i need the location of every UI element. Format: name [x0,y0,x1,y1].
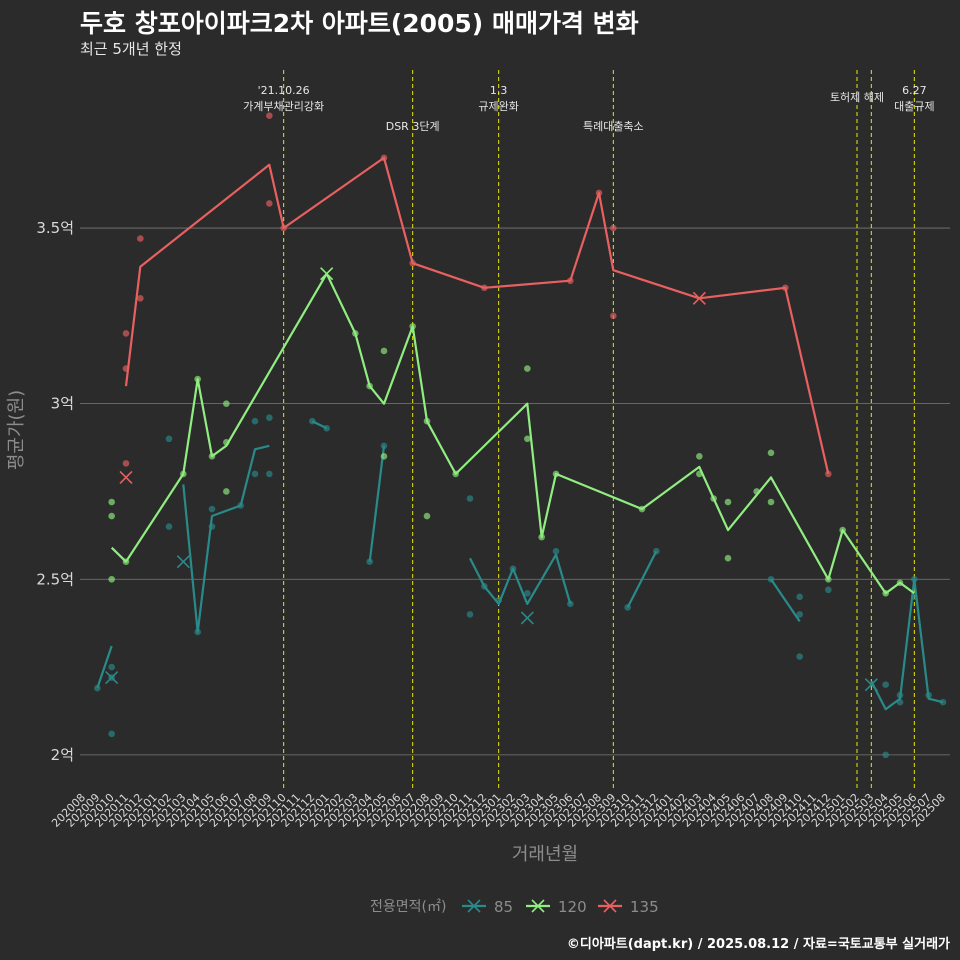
data-point-85 [266,470,273,478]
legend-key-marker-120 [531,899,545,913]
data-point-120 [524,435,531,443]
data-point-135 [122,330,130,337]
data-point-135 [137,294,144,302]
y-axis-label: 평균가(원) [6,390,27,470]
x-marker-120-stroke [320,267,334,281]
data-point-85 [108,730,115,738]
data-point-85 [796,611,803,618]
series-line-120 [110,272,915,595]
data-point-85 [524,590,531,597]
x-marker-135-stroke [119,470,133,484]
x-marker-135 [692,291,706,305]
data-point-85 [165,435,173,443]
data-point-120 [108,498,115,506]
data-point-120 [767,498,775,506]
event-label: 특례대출축소 [583,120,644,133]
data-point-85 [208,505,216,513]
x-marker-85-stroke [520,611,534,625]
x-marker-85-stroke [864,678,878,692]
data-point-120 [767,449,775,457]
data-point-85 [466,611,474,618]
data-point-120 [108,512,115,520]
chart-title: 두호 창포아이파크2차 아파트(2005) 매매가격 변화 [80,9,639,38]
data-point-85 [882,681,889,688]
series-line-85 [870,578,944,711]
data-point-85 [796,593,803,601]
legend-key-marker-135-stroke [603,899,617,913]
x-marker-85 [520,611,534,625]
data-point-135 [137,235,144,242]
data-point-85 [552,547,560,555]
data-point-120 [223,400,230,407]
event-label: 6.27 [902,84,927,97]
x-marker-85 [105,671,119,685]
x-marker-85-stroke [176,555,190,569]
series-line-135 [124,156,830,475]
data-point-135 [610,312,617,320]
data-point-135 [266,112,273,119]
data-point-120 [380,453,388,460]
x-marker-85 [176,555,190,569]
data-point-85 [165,523,173,530]
x-marker-135-stroke [692,291,706,305]
series-line-85 [311,420,328,430]
data-point-85 [882,751,889,759]
data-point-120 [380,347,388,355]
series-line-85 [626,550,658,608]
series-line-85 [182,444,270,634]
data-point-120 [423,512,431,520]
y-tick-label: 3억 [51,395,74,413]
legend-title: 전용면적(㎡) [370,899,446,915]
series-line-85 [96,645,113,689]
data-point-85 [266,414,273,422]
legend-key-marker-120-stroke [531,899,545,913]
event-label: '21.10.26 [258,84,310,97]
event-label: 가계부채관리강화 [243,100,324,113]
y-tick-label: 2억 [51,746,74,764]
data-point-120 [724,554,732,562]
legend-label-85: 85 [494,898,513,916]
data-point-85 [366,558,373,566]
data-point-120 [696,453,703,460]
data-point-135 [825,470,832,478]
data-point-85 [108,663,115,671]
data-point-120 [524,365,531,372]
series-line-85 [770,578,801,623]
data-point-120 [724,498,732,506]
data-point-135 [122,460,130,467]
data-point-85 [466,495,474,502]
event-label: 토허제 해제 [830,90,884,104]
legend-key-marker-85 [467,899,481,913]
series-line-85 [469,553,572,605]
legend-key-marker-85-stroke [467,899,481,913]
legend-label-135: 135 [630,898,659,916]
y-tick-label: 2.5억 [36,570,74,588]
chart-subtitle: 최근 5개년 한정 [80,40,182,58]
x-marker-85-stroke [105,671,119,685]
data-point-85 [825,586,832,594]
y-tick-label: 3.5억 [36,219,74,237]
x-axis-label: 거래년월 [512,844,578,865]
series-line-85 [368,445,386,562]
event-label: 대출규제 [894,100,934,113]
x-marker-120 [320,267,334,281]
data-point-85 [251,470,259,478]
data-point-135 [266,200,273,207]
data-point-85 [796,653,803,660]
data-point-135 [610,224,617,232]
legend-key-marker-135 [603,899,617,913]
data-point-120 [223,488,230,495]
legend-label-120: 120 [558,898,587,916]
data-point-120 [108,575,115,583]
x-marker-85 [864,678,878,692]
event-label: 규제완화 [478,100,518,113]
x-marker-135 [119,470,133,484]
event-label: 1.3 [490,84,508,97]
source-caption: ©디아파트(dapt.kr) / 2025.08.12 / 자료=국토교통부 실… [566,937,950,952]
event-label: DSR 3단계 [386,120,440,133]
data-point-85 [251,417,259,425]
